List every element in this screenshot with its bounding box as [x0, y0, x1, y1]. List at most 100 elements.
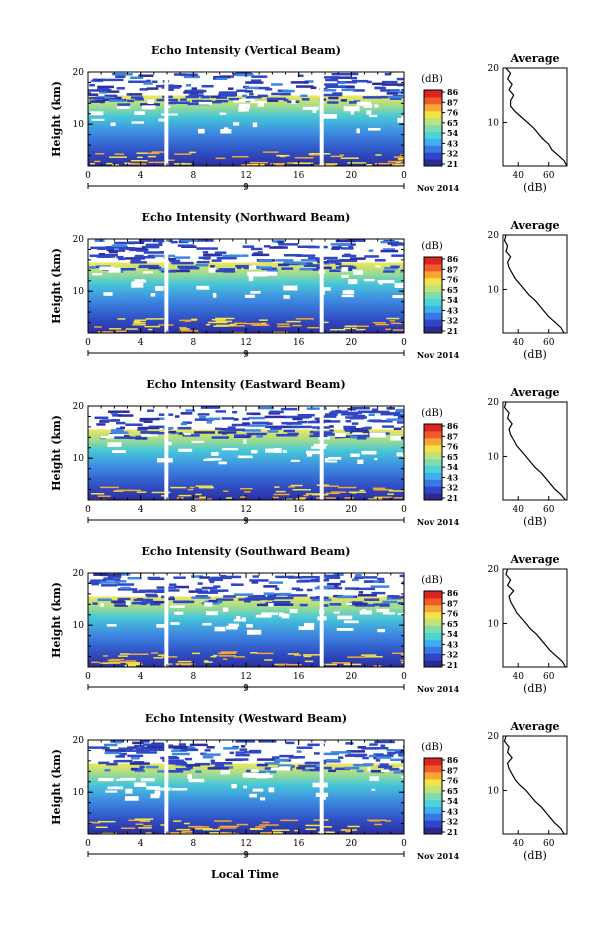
strong-echo-streak	[318, 164, 336, 166]
strong-echo-streak	[392, 164, 404, 166]
no-echo-patch	[204, 602, 213, 607]
strong-echo-streak	[179, 319, 197, 322]
echo-patch	[222, 254, 242, 258]
profile-y-tick-label: 20	[488, 231, 500, 241]
strong-echo-streak	[181, 830, 193, 833]
no-echo-patch	[198, 128, 205, 134]
echo-patch	[88, 266, 96, 269]
echo-patch	[266, 422, 273, 425]
no-echo-patch	[134, 279, 145, 283]
strong-echo-streak	[199, 496, 206, 499]
colorbar-segment	[424, 472, 442, 480]
no-echo-patch	[396, 452, 403, 457]
echo-patch	[175, 768, 191, 771]
x-tick-label: 8	[190, 338, 196, 348]
echo-patch	[304, 761, 312, 765]
echo-patch	[211, 259, 222, 262]
echo-patch	[114, 604, 129, 607]
colorbar-segment	[424, 813, 442, 821]
echo-patch	[126, 247, 147, 251]
strong-echo-streak	[307, 326, 320, 329]
strong-echo-streak	[136, 491, 147, 493]
strong-echo-streak	[401, 661, 404, 664]
echo-patch	[326, 259, 343, 263]
echo-patch	[89, 100, 106, 103]
echo-patch	[89, 254, 99, 258]
profile-x-tick-label: 40	[513, 338, 525, 348]
echo-patch	[271, 92, 291, 96]
echo-patch	[191, 575, 203, 578]
no-echo-patch	[247, 271, 259, 277]
profile-y-tick-label: 10	[488, 452, 500, 462]
no-echo-patch	[249, 793, 258, 798]
echo-patch	[245, 81, 264, 84]
echo-patch	[210, 265, 215, 268]
echo-patch	[376, 754, 391, 758]
strong-echo-streak	[268, 832, 283, 834]
colorbar-tick-label: 43	[447, 138, 459, 148]
echo-patch	[138, 239, 152, 242]
no-echo-patch	[383, 612, 395, 615]
echo-patch	[235, 72, 252, 75]
colorbar-tick-label: 54	[447, 128, 459, 138]
echo-patch	[380, 240, 400, 244]
echo-patch	[106, 246, 128, 249]
strong-echo-streak	[227, 325, 246, 327]
strong-echo-streak	[295, 318, 314, 320]
colorbar-tick-label: 87	[447, 765, 458, 775]
strong-echo-streak	[114, 153, 125, 155]
x-tick-label: 12	[240, 338, 251, 348]
no-echo-patch	[150, 793, 160, 799]
y-tick-label: 10	[73, 454, 85, 464]
x-tick-label: 0	[401, 839, 407, 849]
echo-patch	[166, 430, 177, 434]
echo-patch	[131, 601, 148, 605]
no-echo-patch	[246, 624, 253, 628]
echo-patch	[369, 746, 389, 750]
x-tick-label: 16	[293, 505, 305, 515]
colorbar-tick-label: 87	[447, 431, 458, 441]
echo-patch	[328, 769, 336, 773]
no-echo-patch	[375, 265, 381, 268]
profile-y-tick-label: 20	[488, 398, 500, 408]
echo-patch	[278, 758, 288, 762]
echo-patch	[369, 743, 378, 746]
no-echo-patch	[327, 456, 342, 460]
echo-patch	[148, 743, 167, 747]
echo-patch	[257, 266, 272, 269]
echo-patch	[203, 753, 221, 756]
strong-echo-streak	[303, 494, 309, 497]
echo-patch	[90, 246, 112, 250]
profile-line	[505, 568, 567, 668]
echo-patch	[368, 249, 374, 252]
x-tick-label: 4	[138, 338, 144, 348]
colorbar-tick-label: 43	[447, 472, 459, 482]
strong-echo-streak	[119, 661, 127, 663]
colorbar-tick-label: 76	[447, 275, 459, 285]
echo-patch	[254, 86, 270, 90]
strong-echo-streak	[374, 162, 394, 165]
echo-patch	[306, 588, 313, 592]
x-tick-label: 20	[346, 839, 358, 849]
echo-patch	[133, 761, 145, 764]
strong-echo-streak	[305, 493, 323, 495]
echo-patch	[325, 574, 340, 578]
strong-echo-streak	[236, 823, 249, 826]
no-echo-patch	[369, 114, 378, 118]
echo-patch	[137, 426, 160, 430]
strong-echo-streak	[191, 318, 198, 321]
echo-patch	[233, 758, 249, 761]
echo-patch	[160, 270, 177, 273]
echo-patch	[180, 748, 199, 752]
colorbar-segment	[424, 771, 442, 780]
echo-patch	[337, 80, 357, 84]
profile-x-label: (dB)	[523, 682, 547, 695]
strong-echo-streak	[115, 330, 128, 333]
echo-patch	[335, 239, 356, 243]
echo-patch	[92, 602, 98, 605]
no-echo-patch	[369, 776, 379, 781]
strong-echo-streak	[304, 660, 314, 663]
strong-echo-streak	[348, 491, 367, 493]
colorbar-segment	[424, 257, 442, 265]
strong-echo-streak	[176, 828, 191, 831]
